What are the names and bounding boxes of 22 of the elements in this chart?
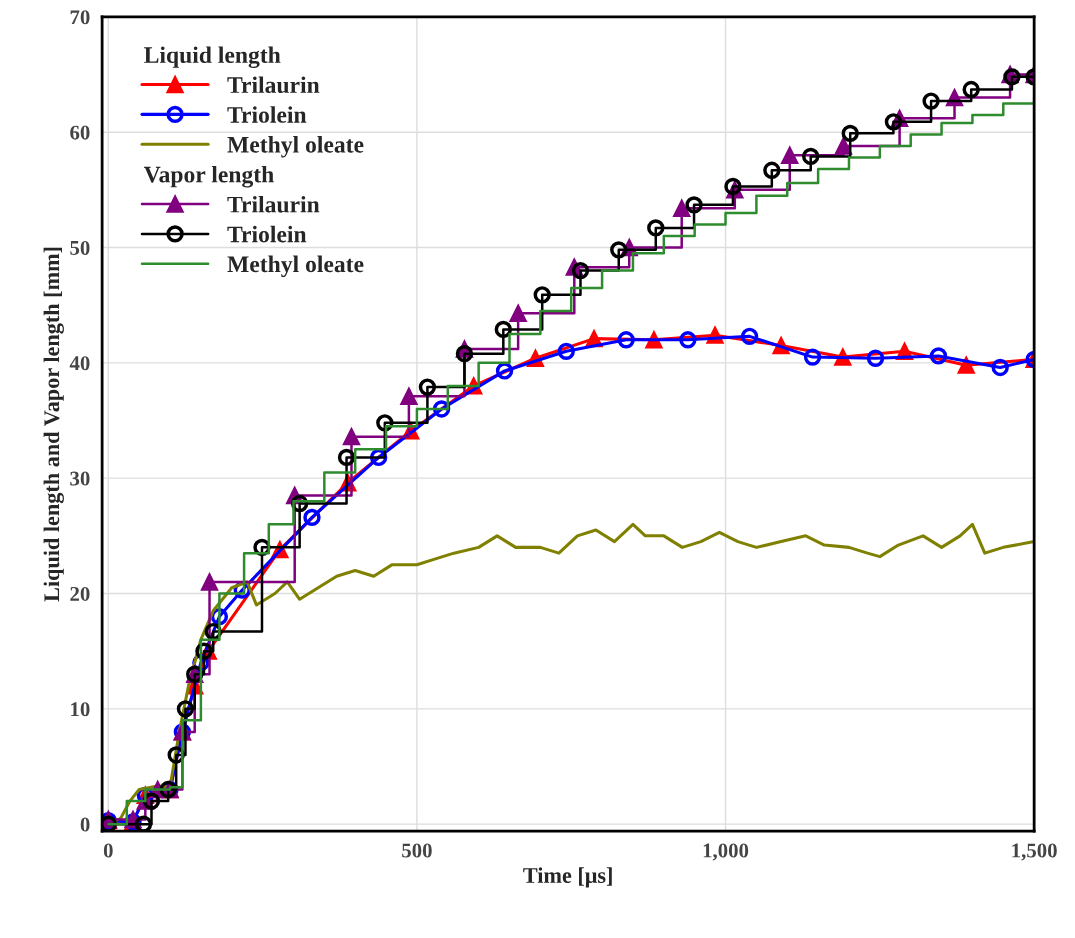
legend-label: Methyl oleate bbox=[227, 136, 364, 158]
legend-label: Triolein bbox=[227, 106, 307, 123]
legend-label: Methyl oleate bbox=[227, 255, 364, 278]
legend-label: Trilaurin bbox=[227, 195, 320, 213]
y-tick-label: 30 bbox=[70, 471, 90, 486]
x-axis-title: Time [μs] bbox=[523, 867, 612, 888]
legend-label: Trilaurin bbox=[227, 76, 320, 94]
x-tick-label: 500 bbox=[402, 843, 432, 858]
y-tick-label: 40 bbox=[69, 356, 90, 371]
y-tick-label: 20 bbox=[70, 586, 90, 601]
y-tick-label: 70 bbox=[70, 10, 90, 25]
legend-label: Triolein bbox=[227, 225, 307, 243]
y-tick-label: 0 bbox=[80, 817, 90, 832]
x-tick-label: 1,000 bbox=[703, 843, 749, 861]
y-axis-title: Liquid length and Vapor length [mm] bbox=[43, 247, 64, 602]
x-tick-label: 1,500 bbox=[1012, 843, 1057, 861]
y-tick-label: 50 bbox=[70, 240, 90, 255]
y-tick-label: 60 bbox=[70, 125, 90, 140]
annotation: Vapor length bbox=[143, 165, 274, 188]
x-tick-label: 0 bbox=[103, 843, 113, 858]
y-tick-label: 10 bbox=[71, 702, 90, 717]
legend-title: Liquid length bbox=[144, 46, 281, 69]
